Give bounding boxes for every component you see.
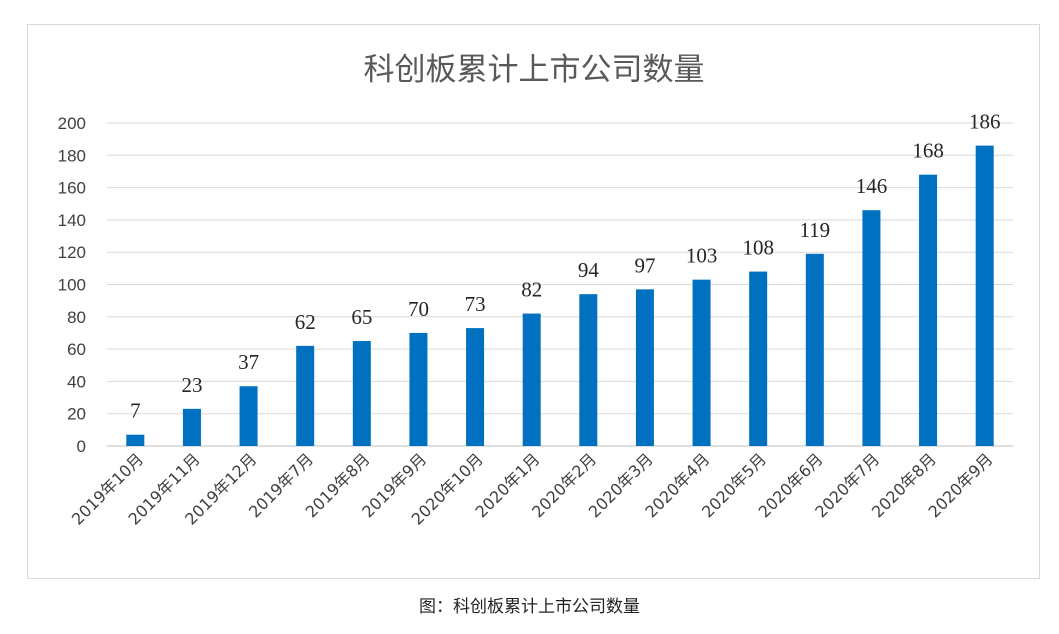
bar [862, 210, 881, 446]
gridlines [107, 122, 1013, 447]
bar [692, 279, 711, 446]
data-label: 108 [742, 236, 774, 260]
data-label: 62 [295, 310, 316, 334]
y-tick-label: 200 [58, 114, 86, 133]
data-label: 82 [521, 278, 542, 302]
bar [522, 313, 541, 446]
y-tick-label: 80 [67, 308, 86, 327]
y-tick-label: 120 [58, 243, 86, 262]
data-label: 7 [130, 399, 141, 423]
bar [409, 332, 428, 446]
data-label: 70 [408, 297, 429, 321]
data-label: 146 [856, 174, 888, 198]
data-label: 119 [799, 218, 830, 242]
data-labels: 7 23 37 62 65 70 73 82 94 97 103 108 119 146 168 186 [130, 110, 1000, 423]
y-tick-label: 160 [58, 179, 86, 198]
bar [635, 289, 654, 446]
data-label: 37 [238, 350, 259, 374]
figure-caption: 图：科创板累计上市公司数量 [419, 597, 640, 617]
chart-title: 科创板累计上市公司数量 [364, 52, 705, 88]
bar-chart: 科创板累计上市公司数量 020406080100120140160180200 … [58, 52, 1013, 529]
bar [466, 328, 485, 446]
data-label: 23 [181, 373, 202, 397]
bar [579, 294, 598, 446]
bar [239, 386, 258, 446]
y-tick-label: 60 [67, 340, 86, 359]
data-label: 73 [465, 292, 486, 316]
y-axis-ticks: 0 20 40 60 80 100 120 140 160 180 200 [58, 114, 86, 456]
bar [975, 145, 994, 447]
data-label: 186 [969, 110, 1001, 134]
data-label: 65 [351, 305, 372, 329]
bar [182, 408, 201, 446]
bar [296, 345, 315, 446]
y-tick-label: 140 [58, 211, 86, 230]
y-tick-label: 180 [58, 146, 86, 165]
bar [352, 341, 371, 446]
x-axis-ticks: 2019年10月2019年11月2019年12月2019年7月2019年8月20… [68, 449, 997, 528]
data-label: 103 [686, 244, 718, 268]
data-label: 94 [578, 258, 600, 282]
y-tick-label: 100 [58, 276, 86, 295]
y-tick-label: 20 [67, 405, 86, 424]
bar [126, 434, 145, 446]
y-tick-label: 0 [77, 437, 86, 456]
bar [805, 253, 824, 446]
data-label: 168 [912, 139, 944, 163]
data-label: 97 [634, 253, 655, 277]
bar [749, 271, 768, 446]
bar [919, 174, 938, 446]
bars [126, 145, 994, 447]
y-tick-label: 40 [67, 372, 86, 391]
